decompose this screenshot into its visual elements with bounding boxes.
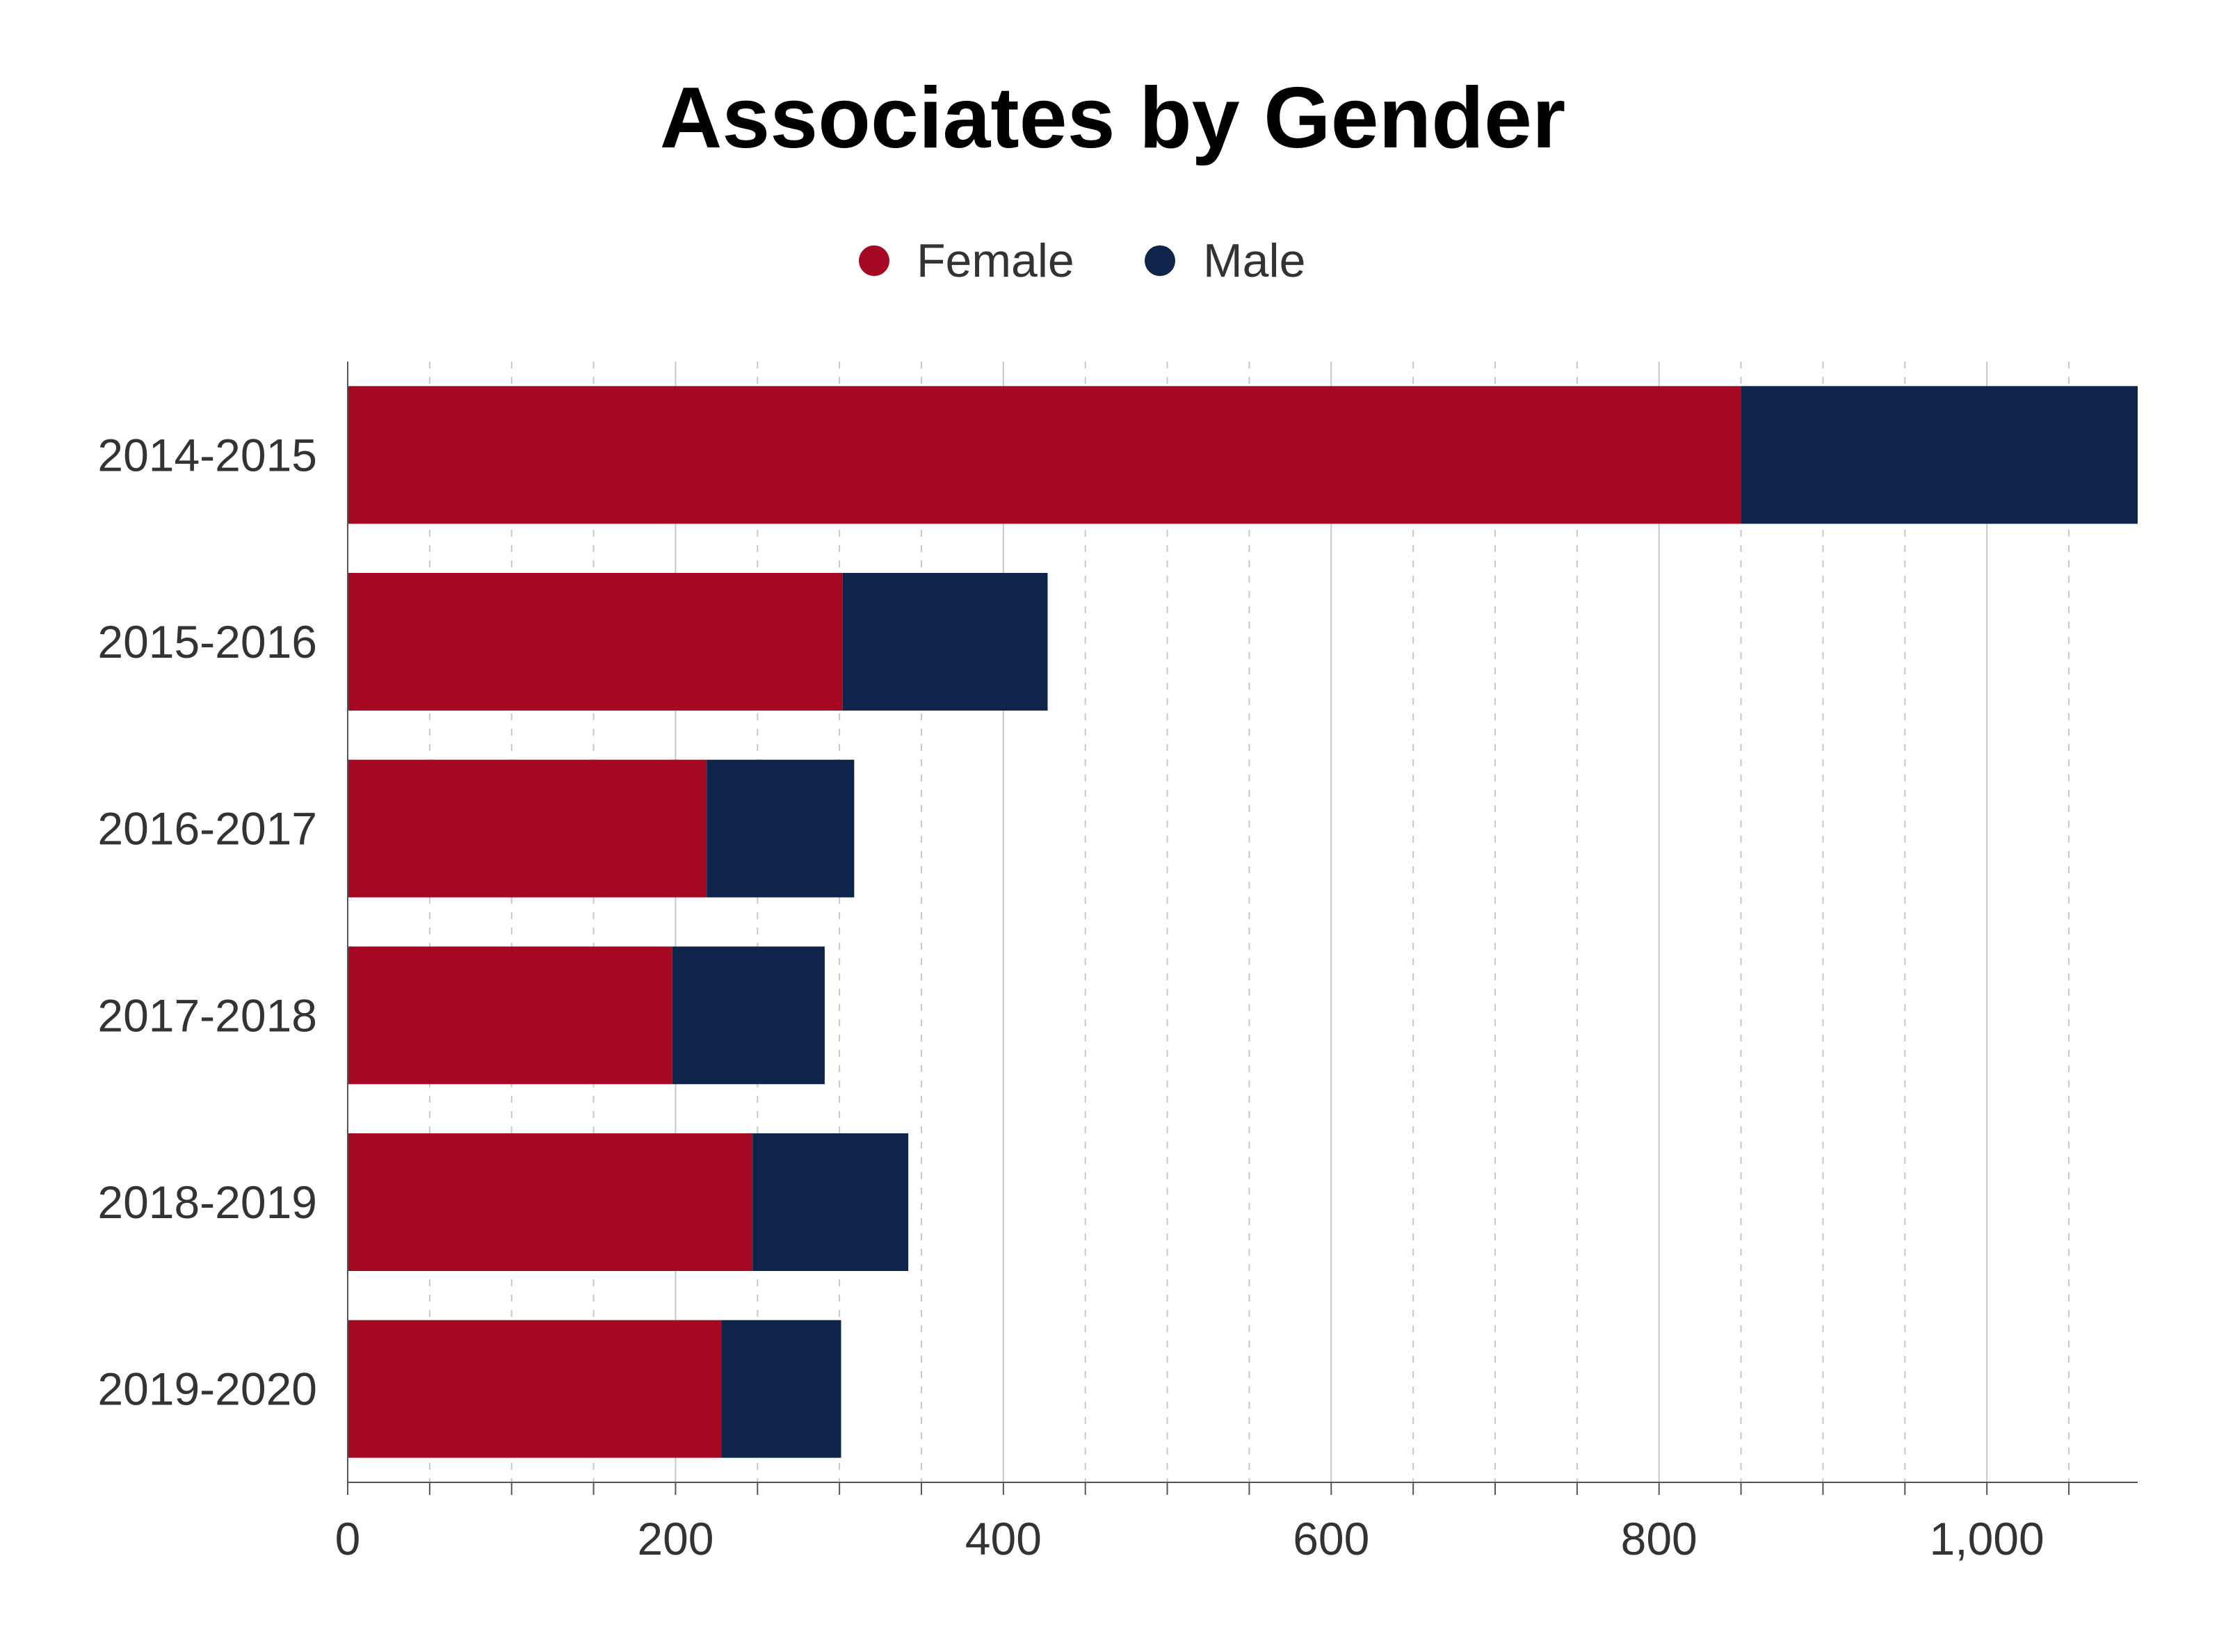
category-label: 2018-2019 [97, 1176, 317, 1228]
bar-female-2017-2018 [348, 946, 672, 1085]
x-tick-label: 400 [965, 1513, 1042, 1564]
bar-male-2019-2020 [721, 1320, 841, 1458]
legend-label-female: Female [917, 234, 1074, 287]
x-tick-label: 200 [637, 1513, 713, 1564]
x-axis-ticks: 0 200 400 600 800 1,000 [335, 1482, 2070, 1564]
bar-male-2016-2017 [707, 759, 855, 898]
bar-male-2015-2016 [842, 573, 1048, 711]
x-tick-label: 1,000 [1930, 1513, 2044, 1564]
bar-female-2015-2016 [348, 573, 843, 711]
category-label: 2016-2017 [97, 803, 317, 855]
bar-female-2016-2017 [348, 759, 707, 898]
bar-male-2017-2018 [672, 946, 825, 1085]
chart-title: Associates by Gender [660, 70, 1566, 166]
gridlines [428, 362, 2070, 1482]
axes [347, 362, 2138, 1483]
y-axis-categories: 2014-2015 2015-2016 2016-2017 2017-2018 2018… [97, 429, 317, 1414]
bar-male-2014-2015 [1741, 386, 2138, 524]
x-tick-label: 600 [1293, 1513, 1369, 1564]
legend-marker-male [1145, 245, 1175, 276]
category-label: 2015-2016 [97, 616, 317, 667]
category-label: 2014-2015 [97, 429, 317, 480]
x-tick-label: 800 [1621, 1513, 1697, 1564]
bar-female-2014-2015 [348, 386, 1741, 524]
bar-female-2019-2020 [348, 1320, 722, 1458]
legend-label-male: Male [1203, 234, 1305, 287]
bar-female-2018-2019 [348, 1133, 753, 1271]
bars [348, 386, 2138, 1458]
category-label: 2019-2020 [97, 1363, 317, 1415]
x-tick-label: 0 [335, 1513, 361, 1564]
bar-male-2018-2019 [752, 1133, 909, 1271]
legend: Female Male [859, 234, 1305, 287]
category-label: 2017-2018 [97, 989, 317, 1041]
legend-marker-female [859, 245, 889, 276]
